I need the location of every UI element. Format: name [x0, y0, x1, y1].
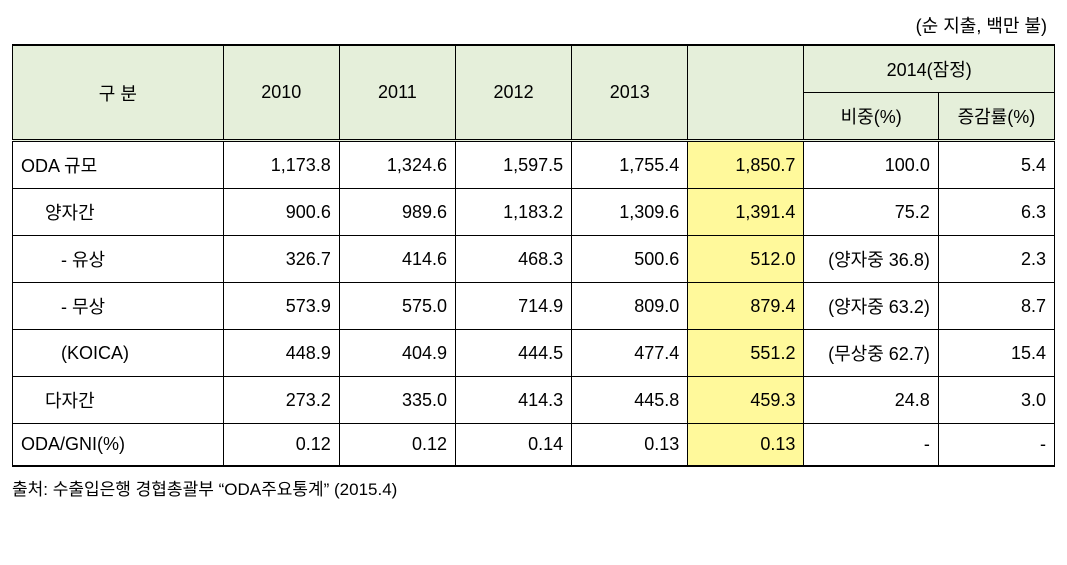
header-2010: 2010: [223, 45, 339, 141]
cell: (양자중 36.8): [804, 236, 938, 283]
cell-highlight: 551.2: [688, 330, 804, 377]
cell: 0.12: [223, 424, 339, 467]
cell: (양자중 63.2): [804, 283, 938, 330]
cell: 414.6: [339, 236, 455, 283]
cell: 0.13: [572, 424, 688, 467]
row-label-koica: (KOICA): [13, 330, 224, 377]
row-label-multilateral: 다자간: [13, 377, 224, 424]
cell: 468.3: [455, 236, 571, 283]
row-label-oda-scale: ODA 규모: [13, 141, 224, 189]
cell: 714.9: [455, 283, 571, 330]
row-label-bilateral: 양자간: [13, 189, 224, 236]
header-share: 비중(%): [804, 93, 938, 141]
cell: 3.0: [938, 377, 1054, 424]
header-2011: 2011: [339, 45, 455, 141]
row-label-oda-gni: ODA/GNI(%): [13, 424, 224, 467]
cell: 5.4: [938, 141, 1054, 189]
cell: 335.0: [339, 377, 455, 424]
cell: 1,324.6: [339, 141, 455, 189]
cell-highlight: 512.0: [688, 236, 804, 283]
header-2014-blank: [688, 45, 804, 141]
cell: (무상중 62.7): [804, 330, 938, 377]
cell: 1,183.2: [455, 189, 571, 236]
cell-highlight: 0.13: [688, 424, 804, 467]
cell-highlight: 879.4: [688, 283, 804, 330]
cell-highlight: 1,850.7: [688, 141, 804, 189]
cell: 2.3: [938, 236, 1054, 283]
header-2013: 2013: [572, 45, 688, 141]
cell: 0.14: [455, 424, 571, 467]
cell: 6.3: [938, 189, 1054, 236]
header-2012: 2012: [455, 45, 571, 141]
cell: 809.0: [572, 283, 688, 330]
unit-label: (순 지출, 백만 불): [12, 12, 1055, 38]
table-row: 다자간 273.2 335.0 414.3 445.8 459.3 24.8 3…: [13, 377, 1055, 424]
cell: 989.6: [339, 189, 455, 236]
table-row: ODA/GNI(%) 0.12 0.12 0.14 0.13 0.13 - -: [13, 424, 1055, 467]
cell: 900.6: [223, 189, 339, 236]
cell: 0.12: [339, 424, 455, 467]
cell: 24.8: [804, 377, 938, 424]
cell: -: [804, 424, 938, 467]
table-row: ODA 규모 1,173.8 1,324.6 1,597.5 1,755.4 1…: [13, 141, 1055, 189]
cell: 1,597.5: [455, 141, 571, 189]
cell: 448.9: [223, 330, 339, 377]
cell: 15.4: [938, 330, 1054, 377]
row-label-concessional: - 유상: [13, 236, 224, 283]
cell: 75.2: [804, 189, 938, 236]
table-row: (KOICA) 448.9 404.9 444.5 477.4 551.2 (무…: [13, 330, 1055, 377]
cell: 414.3: [455, 377, 571, 424]
table-row: 양자간 900.6 989.6 1,183.2 1,309.6 1,391.4 …: [13, 189, 1055, 236]
cell: 326.7: [223, 236, 339, 283]
header-2014-group: 2014(잠정): [804, 45, 1055, 93]
cell: 445.8: [572, 377, 688, 424]
table-row: - 무상 573.9 575.0 714.9 809.0 879.4 (양자중 …: [13, 283, 1055, 330]
cell: 573.9: [223, 283, 339, 330]
source-note: 출처: 수출입은행 경협총괄부 “ODA주요통계” (2015.4): [12, 475, 1055, 500]
cell: 1,173.8: [223, 141, 339, 189]
cell: -: [938, 424, 1054, 467]
header-change: 증감률(%): [938, 93, 1054, 141]
header-category: 구 분: [13, 45, 224, 141]
cell: 1,755.4: [572, 141, 688, 189]
cell: 477.4: [572, 330, 688, 377]
cell: 404.9: [339, 330, 455, 377]
cell: 273.2: [223, 377, 339, 424]
cell: 1,309.6: [572, 189, 688, 236]
row-label-grant: - 무상: [13, 283, 224, 330]
cell-highlight: 1,391.4: [688, 189, 804, 236]
cell: 444.5: [455, 330, 571, 377]
cell: 100.0: [804, 141, 938, 189]
cell: 575.0: [339, 283, 455, 330]
cell: 500.6: [572, 236, 688, 283]
cell: 8.7: [938, 283, 1054, 330]
cell-highlight: 459.3: [688, 377, 804, 424]
table-row: - 유상 326.7 414.6 468.3 500.6 512.0 (양자중 …: [13, 236, 1055, 283]
oda-table: 구 분 2010 2011 2012 2013 2014(잠정) 비중(%) 증…: [12, 44, 1055, 467]
